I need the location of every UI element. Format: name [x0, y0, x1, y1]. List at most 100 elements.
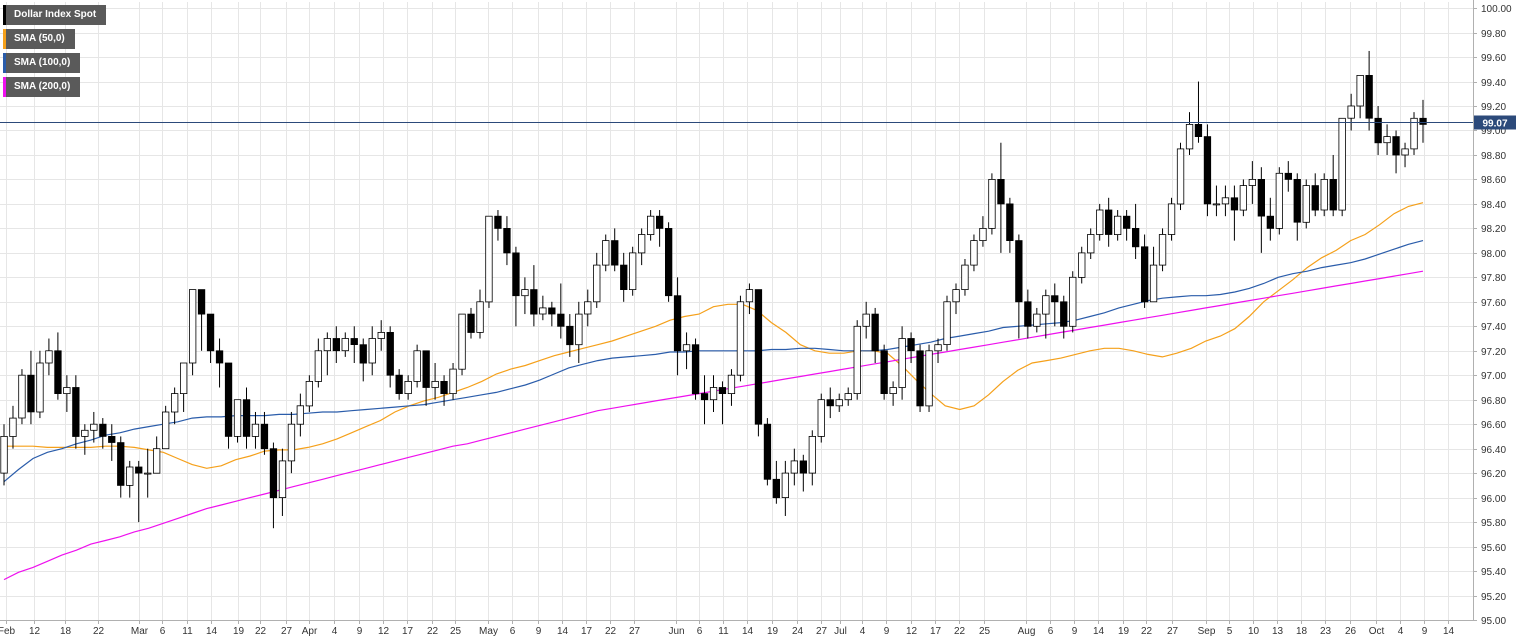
candle-down[interactable]: [754, 289, 763, 425]
candle-up[interactable]: [1347, 105, 1355, 119]
candle-down[interactable]: [826, 399, 834, 407]
candle-down[interactable]: [1194, 124, 1203, 138]
candle-up[interactable]: [45, 350, 53, 364]
candle-down[interactable]: [700, 393, 709, 401]
candle-up[interactable]: [934, 344, 942, 352]
candle-up[interactable]: [1185, 124, 1194, 150]
candle-down[interactable]: [206, 313, 215, 352]
candle-up[interactable]: [305, 380, 314, 407]
candle-up[interactable]: [1401, 148, 1409, 156]
candle-up[interactable]: [970, 240, 978, 266]
candle-down[interactable]: [350, 338, 358, 345]
candle-down[interactable]: [1123, 215, 1131, 229]
candle-up[interactable]: [844, 393, 852, 401]
candle-up[interactable]: [593, 264, 601, 303]
candle-up[interactable]: [170, 393, 179, 413]
candle-down[interactable]: [530, 289, 538, 315]
candle-up[interactable]: [296, 405, 305, 425]
candle-down[interactable]: [117, 442, 125, 486]
candle-down[interactable]: [512, 252, 520, 297]
candle-down[interactable]: [1060, 301, 1068, 327]
candle-down[interactable]: [215, 350, 224, 364]
candle-down[interactable]: [557, 313, 565, 327]
candle-down[interactable]: [880, 350, 888, 394]
candle-down[interactable]: [386, 331, 394, 376]
candle-down[interactable]: [656, 215, 664, 229]
candle-down[interactable]: [916, 350, 924, 407]
candle-down[interactable]: [242, 399, 251, 437]
candle-down[interactable]: [566, 325, 574, 346]
candle-down[interactable]: [359, 344, 367, 364]
candle-up[interactable]: [1239, 185, 1247, 211]
candle-up[interactable]: [853, 325, 861, 394]
candle-up[interactable]: [898, 338, 906, 388]
candle-up[interactable]: [152, 448, 161, 474]
candle-up[interactable]: [1275, 172, 1283, 229]
candle-up[interactable]: [233, 399, 242, 437]
candle-up[interactable]: [9, 417, 17, 437]
candle-up[interactable]: [808, 435, 816, 474]
candle-up[interactable]: [727, 374, 736, 395]
candle-up[interactable]: [1069, 276, 1077, 327]
candle-up[interactable]: [988, 178, 996, 229]
candle-up[interactable]: [943, 301, 951, 345]
candle-down[interactable]: [997, 178, 1005, 205]
candle-down[interactable]: [1132, 227, 1140, 248]
candle-up[interactable]: [413, 350, 421, 382]
candle-up[interactable]: [790, 460, 798, 474]
candle-up[interactable]: [1042, 295, 1050, 315]
candle-down[interactable]: [27, 374, 35, 413]
candle-down[interactable]: [135, 466, 143, 474]
candle-down[interactable]: [395, 374, 403, 395]
candle-down[interactable]: [440, 380, 448, 394]
candle-up[interactable]: [377, 331, 385, 339]
candle-down[interactable]: [772, 478, 780, 499]
candle-up[interactable]: [629, 252, 637, 290]
candle-down[interactable]: [1392, 136, 1400, 156]
candle-up[interactable]: [476, 301, 484, 333]
candle-down[interactable]: [611, 240, 619, 266]
candle-up[interactable]: [161, 411, 170, 450]
candle-down[interactable]: [1284, 172, 1292, 180]
candle-down[interactable]: [691, 344, 700, 395]
candle-up[interactable]: [961, 264, 969, 291]
legend-item-sma50[interactable]: SMA (50,0): [3, 29, 106, 49]
candle-up[interactable]: [341, 338, 349, 352]
candle-up[interactable]: [925, 350, 933, 407]
candle-down[interactable]: [1141, 246, 1149, 303]
candle-up[interactable]: [63, 387, 71, 394]
candle-up[interactable]: [81, 429, 89, 437]
candle-down[interactable]: [332, 338, 341, 352]
candle-up[interactable]: [1320, 178, 1328, 211]
legend-item-sma200[interactable]: SMA (200,0): [3, 77, 106, 97]
candle-up[interactable]: [1410, 117, 1418, 150]
candle-up[interactable]: [314, 350, 323, 382]
candle-down[interactable]: [1293, 178, 1301, 223]
candle-up[interactable]: [979, 227, 987, 241]
candle-up[interactable]: [1302, 185, 1310, 223]
candle-down[interactable]: [673, 295, 682, 352]
candle-up[interactable]: [1176, 148, 1185, 205]
candle-down[interactable]: [1311, 185, 1319, 211]
candle-up[interactable]: [126, 466, 134, 486]
candle-up[interactable]: [1096, 209, 1104, 235]
candle-down[interactable]: [620, 264, 628, 291]
candle-up[interactable]: [521, 289, 529, 297]
candle-up[interactable]: [90, 423, 98, 431]
candle-up[interactable]: [539, 307, 547, 315]
candle-up[interactable]: [188, 289, 197, 364]
candle-up[interactable]: [584, 301, 592, 315]
candle-up[interactable]: [18, 374, 26, 419]
candle-up[interactable]: [736, 301, 745, 376]
candle-up[interactable]: [485, 215, 493, 303]
candle-up[interactable]: [575, 313, 583, 346]
candle-up[interactable]: [889, 387, 897, 394]
candle-down[interactable]: [197, 289, 206, 315]
candle-down[interactable]: [108, 435, 116, 443]
candle-up[interactable]: [449, 368, 457, 395]
candle-down[interactable]: [665, 227, 673, 297]
candle-down[interactable]: [1266, 215, 1274, 229]
candle-down[interactable]: [1374, 117, 1382, 144]
